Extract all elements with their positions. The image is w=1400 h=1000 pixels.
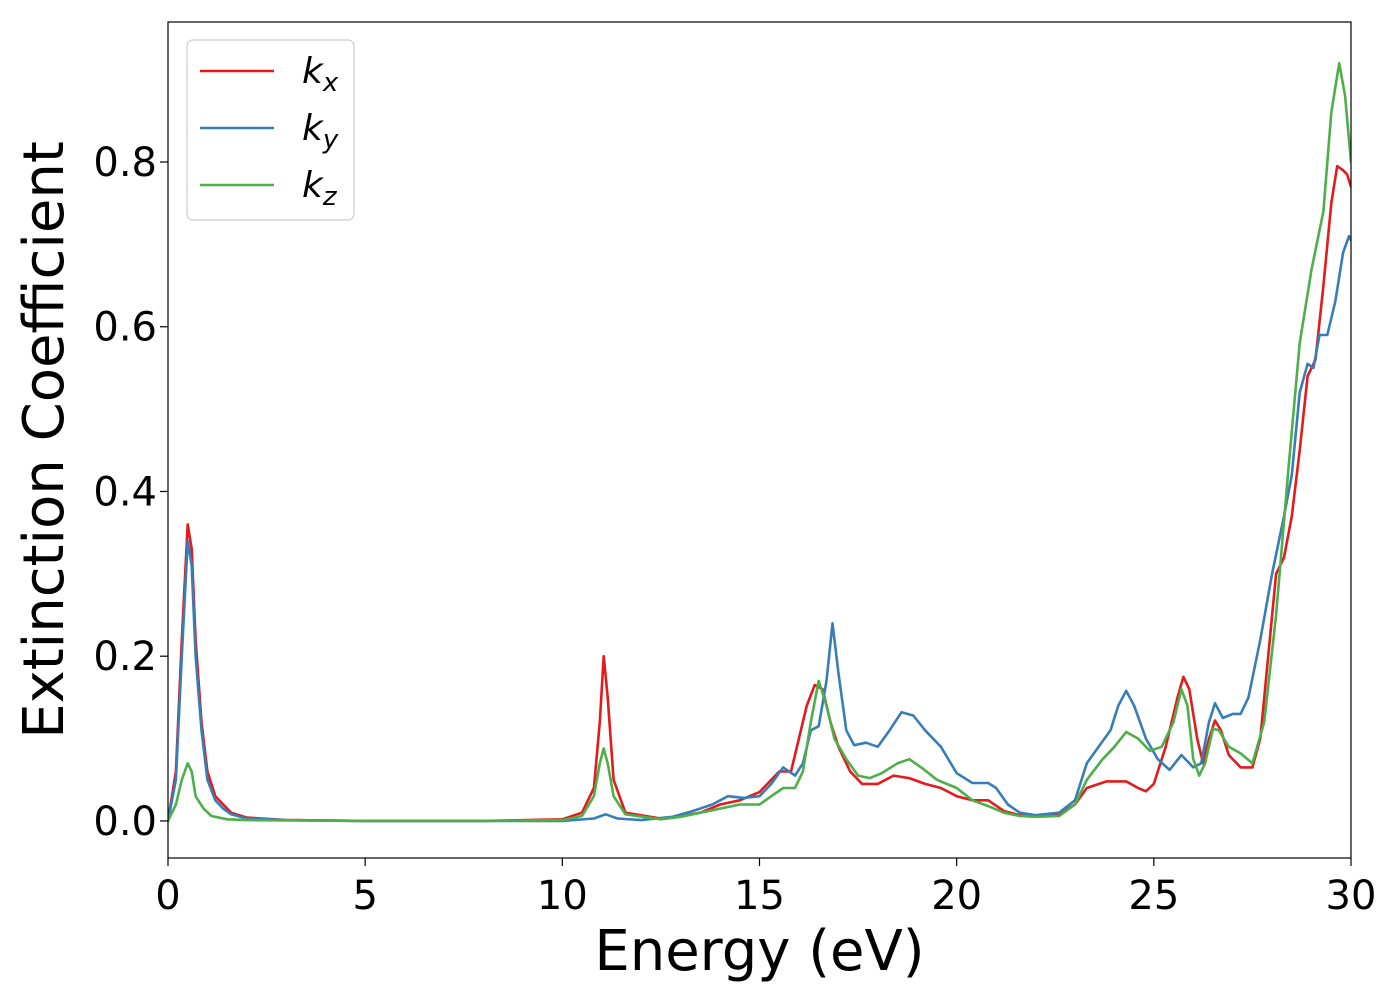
y-axis-label: Extinction Coefficient (12, 141, 77, 739)
x-tick-label: 20 (931, 873, 982, 919)
x-tick-label: 30 (1326, 873, 1377, 919)
y-tick-label: 0.0 (93, 799, 157, 845)
legend: kx ky kz (186, 39, 355, 221)
x-tick-label: 5 (352, 873, 377, 919)
series-layer (168, 61, 1351, 823)
legend-box (186, 39, 355, 221)
legend-label-z: kz (302, 165, 338, 212)
legend-label-x: kx (302, 51, 339, 98)
series-line-z (168, 61, 1351, 823)
y-axis-ticks: 0.0 0.2 0.4 0.6 0.8 (93, 140, 168, 845)
x-tick-label: 10 (537, 873, 588, 919)
x-tick-label: 15 (734, 873, 785, 919)
legend-label-y: ky (302, 108, 339, 155)
x-tick-label: 25 (1128, 873, 1179, 919)
x-axis-ticks: 0 5 10 15 20 25 30 (155, 858, 1376, 919)
y-tick-label: 0.6 (93, 305, 157, 351)
x-tick-label: 0 (155, 873, 180, 919)
x-axis-label: Energy (eV) (594, 919, 924, 984)
y-tick-label: 0.8 (93, 140, 157, 186)
y-tick-label: 0.2 (93, 634, 157, 680)
y-tick-label: 0.4 (93, 469, 157, 515)
